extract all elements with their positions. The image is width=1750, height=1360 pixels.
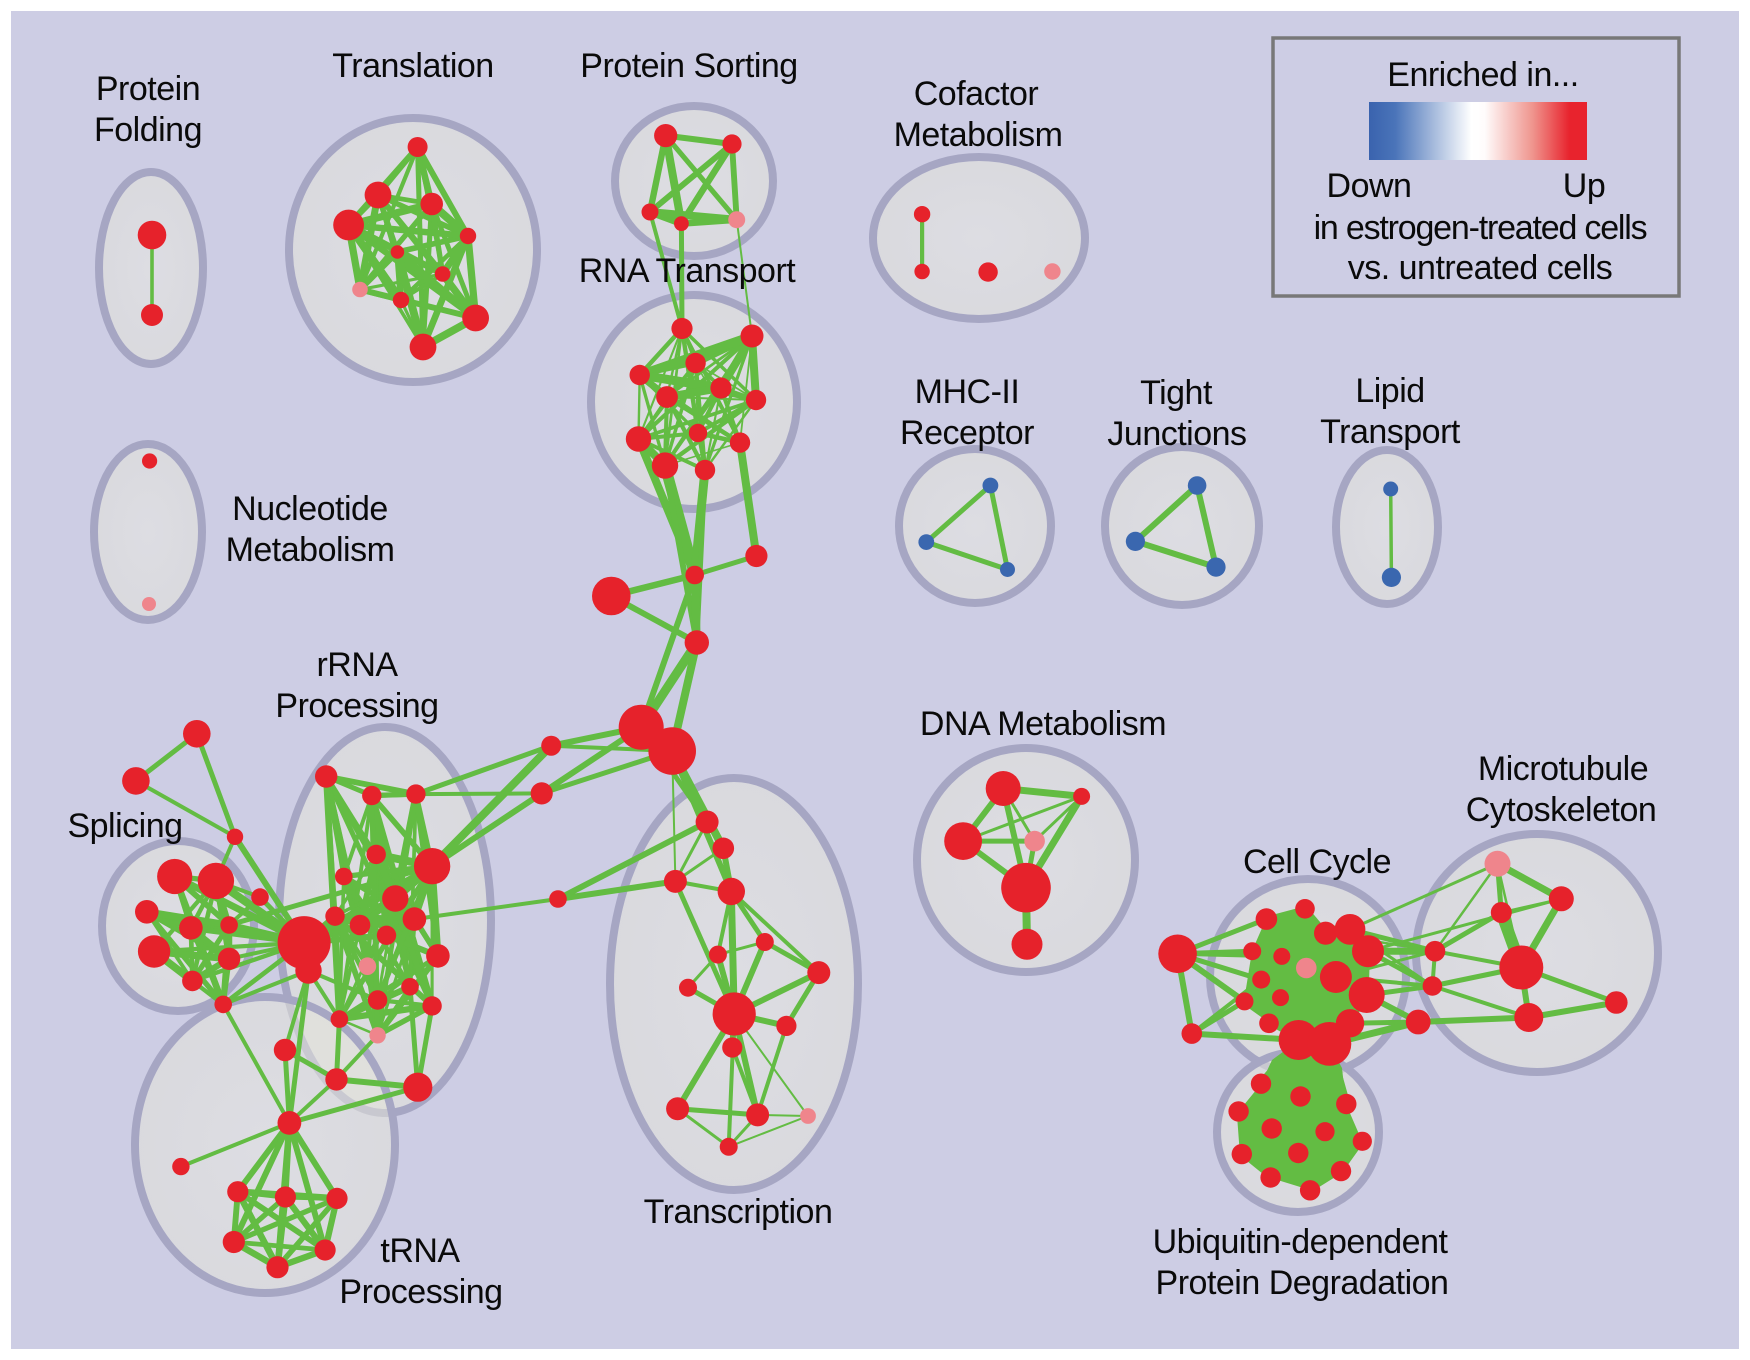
svg-text:Protein Sorting: Protein Sorting xyxy=(580,47,797,85)
svg-text:DNA Metabolism: DNA Metabolism xyxy=(920,705,1166,743)
svg-text:Metabolism: Metabolism xyxy=(894,116,1063,154)
svg-text:Enriched in...: Enriched in... xyxy=(1387,56,1578,94)
svg-text:Splicing: Splicing xyxy=(67,807,182,845)
svg-text:Microtubule: Microtubule xyxy=(1478,750,1648,788)
svg-text:Cofactor: Cofactor xyxy=(914,75,1039,113)
svg-text:Folding: Folding xyxy=(94,111,202,149)
svg-text:RNA Transport: RNA Transport xyxy=(579,252,797,290)
svg-text:vs. untreated cells: vs. untreated cells xyxy=(1348,249,1613,287)
svg-text:Transport: Transport xyxy=(1320,413,1461,451)
svg-text:Cytoskeleton: Cytoskeleton xyxy=(1466,791,1657,829)
svg-text:rRNA: rRNA xyxy=(316,646,398,684)
svg-text:Translation: Translation xyxy=(332,47,493,85)
svg-text:Transcription: Transcription xyxy=(644,1193,833,1231)
svg-text:Nucleotide: Nucleotide xyxy=(232,490,388,528)
svg-text:Metabolism: Metabolism xyxy=(226,531,395,569)
svg-text:Protein Degradation: Protein Degradation xyxy=(1156,1264,1449,1302)
svg-text:Receptor: Receptor xyxy=(900,414,1034,452)
svg-text:Processing: Processing xyxy=(339,1273,502,1311)
svg-text:tRNA: tRNA xyxy=(380,1232,460,1270)
svg-text:Protein: Protein xyxy=(96,70,200,108)
svg-text:Junctions: Junctions xyxy=(1107,415,1246,453)
svg-text:Tight: Tight xyxy=(1140,374,1213,412)
svg-text:Ubiquitin-dependent: Ubiquitin-dependent xyxy=(1153,1223,1449,1261)
svg-text:in estrogen-treated cells: in estrogen-treated cells xyxy=(1314,209,1647,247)
svg-text:MHC-II: MHC-II xyxy=(915,373,1020,411)
svg-text:Lipid: Lipid xyxy=(1355,372,1424,410)
svg-text:Cell Cycle: Cell Cycle xyxy=(1243,843,1391,881)
svg-text:Up: Up xyxy=(1563,167,1605,205)
svg-text:Down: Down xyxy=(1327,167,1412,205)
svg-text:Processing: Processing xyxy=(275,687,438,725)
